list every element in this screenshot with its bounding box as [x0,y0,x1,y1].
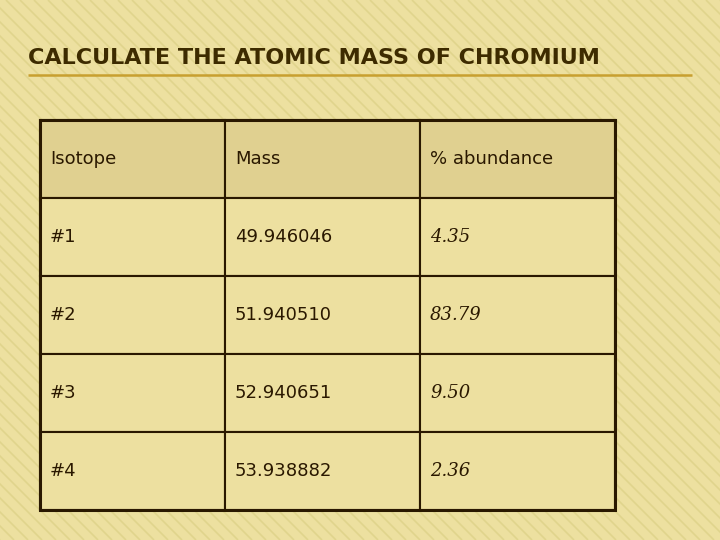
Bar [40,354,225,432]
Text: 49.946046: 49.946046 [235,228,332,246]
Text: 52.940651: 52.940651 [235,384,332,402]
Bar [225,198,420,276]
Text: 4.35: 4.35 [430,228,470,246]
Text: #4: #4 [50,462,76,480]
Text: #3: #3 [50,384,76,402]
Bar [420,432,615,510]
Bar [40,276,225,354]
Text: 53.938882: 53.938882 [235,462,333,480]
Bar [225,432,420,510]
Text: 83.79: 83.79 [430,306,482,324]
Bar [40,198,225,276]
Bar [420,354,615,432]
Text: #2: #2 [50,306,76,324]
Text: % abundance: % abundance [430,150,553,168]
Bar [40,120,225,198]
Bar [225,354,420,432]
Bar [420,120,615,198]
Bar [420,198,615,276]
Bar [225,120,420,198]
Text: Mass: Mass [235,150,280,168]
Text: #1: #1 [50,228,76,246]
Bar [420,276,615,354]
Text: CALCULATE THE ATOMIC MASS OF CHROMIUM: CALCULATE THE ATOMIC MASS OF CHROMIUM [28,48,600,68]
Bar [40,120,615,510]
Bar [225,276,420,354]
Bar [40,432,225,510]
Text: 9.50: 9.50 [430,384,470,402]
Text: 2.36: 2.36 [430,462,470,480]
Text: Isotope: Isotope [50,150,116,168]
Text: 51.940510: 51.940510 [235,306,332,324]
